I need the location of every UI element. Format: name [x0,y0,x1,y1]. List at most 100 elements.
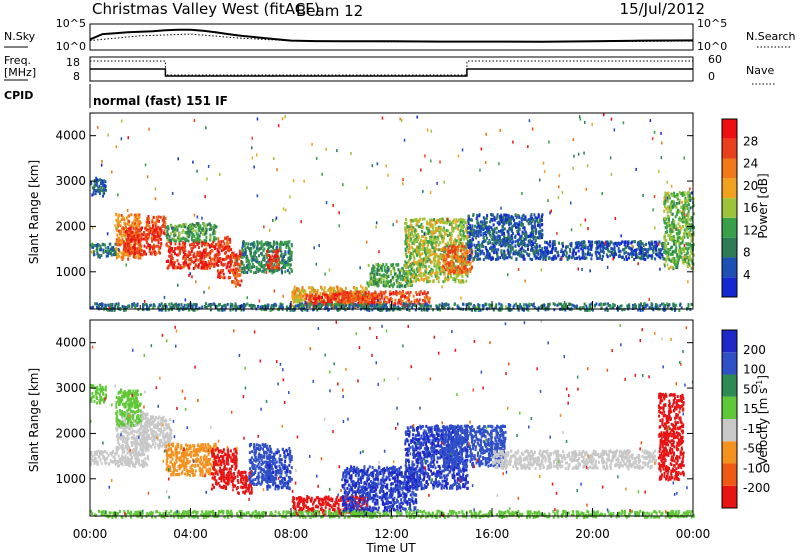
power-cell [438,227,441,230]
power-cell [427,227,430,230]
power-cell [545,254,548,258]
power-cell [101,242,104,246]
power-cell [530,233,533,237]
power-cell [445,252,447,256]
power-cell [657,251,660,255]
power-cell [300,295,303,299]
power-cell [404,266,407,270]
power-cell [315,302,318,306]
power-cell [165,260,168,263]
power-cell [535,247,538,250]
power-cell [414,279,417,283]
power-cell [405,274,408,277]
power-cell [440,270,443,274]
power-cell [314,293,317,297]
power-cell [564,249,567,253]
power-cell [168,248,171,252]
power-cell [374,294,377,298]
power-cell [530,213,533,216]
power-cell [123,218,126,222]
power-cell [356,297,359,301]
power-cell [370,283,373,286]
power-cell [451,245,454,249]
power-cell [589,243,592,247]
power-cell [523,233,526,237]
power-cell [682,238,684,241]
power-cell [663,217,666,221]
power-cell [234,258,237,262]
power-cell [392,283,395,287]
power-cell [244,253,247,257]
power-cell [480,220,483,224]
power-cell [660,242,663,246]
power-cell [211,249,214,253]
power-cell [157,238,160,242]
power-cell [427,240,430,244]
power-cell [300,288,303,292]
power-cell [584,244,587,248]
power-cell [242,249,245,253]
power-cell [318,304,321,308]
power-cell [502,256,505,260]
power-cell [178,239,181,243]
power-cell [340,292,343,296]
power-cell [179,223,182,227]
power-cell [641,256,644,260]
power-cell [235,282,238,286]
power-cell [428,265,431,268]
power-cell [311,296,313,300]
power-cell [541,236,543,240]
power-cell [469,226,472,230]
power-cell [419,273,422,277]
power-cell [442,238,445,242]
power-cell [454,221,457,225]
power-cell [411,280,414,284]
power-cell [447,229,450,233]
power-cell [454,247,457,251]
power-cell [482,228,485,232]
power-cell [238,252,241,256]
power-cell [432,231,434,235]
power-cell [449,271,452,275]
power-cell [378,293,380,297]
power-cell [344,292,347,295]
power-cell [412,238,415,242]
power-cell [368,282,371,286]
power-cell [191,236,193,239]
power-cell [216,259,219,263]
power-cell [238,256,241,260]
power-cell [274,268,277,272]
power-cell [452,246,455,250]
power-cell [411,232,414,236]
power-cell [282,265,284,269]
power-cell [235,275,238,279]
power-cell [435,237,438,241]
power-cell [95,176,98,180]
power-cell [218,272,221,276]
power-cell [137,233,140,237]
power-cell [189,258,191,262]
power-cell [270,249,273,253]
power-cell [515,216,518,220]
power-cell [416,245,418,249]
power-cell [168,254,171,258]
power-cell [476,219,479,223]
power-cell [584,246,587,250]
power-cell [98,254,101,257]
noise-series-1 [89,33,694,43]
power-cell [274,254,277,258]
power-cell [406,245,408,249]
power-cell [627,252,630,256]
power-cell [636,241,639,245]
power-cell [436,235,439,239]
power-cell [117,216,120,220]
power-cell [96,189,98,193]
power-cell [665,217,668,221]
power-cell [322,300,325,304]
power-cell [260,251,263,255]
power-cell [205,225,207,229]
power-cell [464,257,466,261]
power-cell [469,245,472,249]
power-cell [667,191,670,195]
power-cell [464,246,467,250]
